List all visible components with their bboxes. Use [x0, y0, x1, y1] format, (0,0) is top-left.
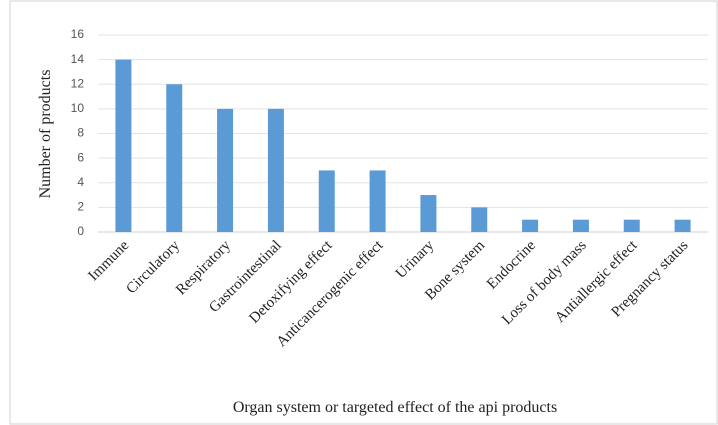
bar [318, 170, 335, 232]
x-axis-label: Organ system or targeted effect of the a… [233, 399, 557, 416]
bar [522, 219, 539, 232]
bar [471, 207, 488, 232]
y-tick-label: 14 [71, 52, 85, 66]
bar [369, 170, 386, 232]
y-tick-label: 4 [77, 175, 84, 189]
y-tick-label: 8 [77, 126, 84, 140]
bar [572, 219, 589, 232]
y-tick-label: 6 [77, 150, 84, 164]
y-tick-label: 10 [71, 101, 85, 115]
y-tick-label: 0 [77, 224, 84, 238]
bar [217, 108, 234, 232]
bar [267, 108, 284, 232]
bar [166, 84, 183, 232]
y-axis-label: Number of products [37, 70, 54, 199]
bar [674, 219, 691, 232]
bar [420, 195, 437, 232]
y-tick-label: 16 [71, 27, 85, 41]
y-tick-label: 12 [71, 76, 85, 90]
bar [623, 219, 640, 232]
bar [115, 59, 132, 232]
y-tick-label: 2 [77, 200, 84, 214]
